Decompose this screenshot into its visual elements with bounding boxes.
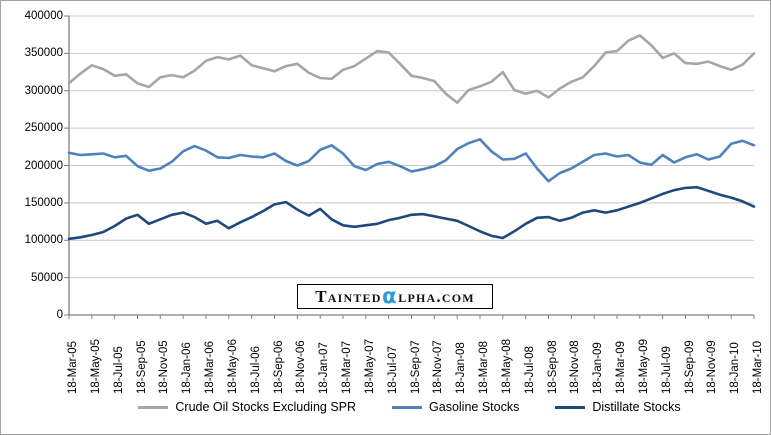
x-axis-tick-label: 18-Mar-06 <box>204 340 216 394</box>
x-axis-tick-label: 18-May-08 <box>500 339 513 394</box>
x-axis-tick-label: 18-Jan-09 <box>592 342 605 394</box>
x-axis-tick-label: 18-Mar-07 <box>341 340 353 394</box>
watermark-text-right: lpha.com <box>398 286 475 306</box>
legend-item-distillate: Distillate Stocks <box>555 400 681 414</box>
x-axis-tick-label: 18-Nov-06 <box>295 340 308 394</box>
y-axis-tick-label: 200000 <box>24 159 63 172</box>
legend-item-crude: Crude Oil Stocks Excluding SPR <box>138 400 356 414</box>
y-axis-tick-label: 150000 <box>24 196 63 209</box>
y-axis-tick-label: 350000 <box>24 47 63 60</box>
x-axis-tick-label: 18-Jan-07 <box>318 342 331 394</box>
legend-swatch-gasoline <box>392 405 423 409</box>
alpha-glyph: α <box>382 283 398 308</box>
x-axis-tick-label: 18-Sep-09 <box>683 340 696 394</box>
legend-item-gasoline: Gasoline Stocks <box>392 400 519 414</box>
x-axis-tick-label: 18-Jul-06 <box>249 346 262 394</box>
y-axis-tick-label: 0 <box>56 309 63 321</box>
x-axis-tick-label: 18-Nov-07 <box>432 340 445 394</box>
series-line-distillate <box>67 185 756 241</box>
x-axis-tick-label: 18-Mar-08 <box>478 340 490 394</box>
legend-swatch-distillate <box>555 405 586 409</box>
x-axis-tick-label: 18-May-09 <box>637 339 650 394</box>
x-axis-tick-label: 18-Mar-05 <box>67 340 79 394</box>
x-axis-tick-label: 18-Sep-08 <box>546 340 559 394</box>
x-axis-tick-label: 18-Jul-09 <box>660 346 673 394</box>
y-axis-tick-label: 400000 <box>24 10 63 22</box>
watermark-text-left: Tainted <box>315 286 382 306</box>
legend: Crude Oil Stocks Excluding SPR Gasoline … <box>1 400 770 414</box>
x-axis-tick-label: 18-Sep-05 <box>135 340 148 394</box>
x-axis-tick-label: 18-May-05 <box>89 339 102 394</box>
x-axis-tick-label: 18-Jul-08 <box>523 346 536 394</box>
x-axis-tick-label: 18-May-06 <box>226 339 239 394</box>
x-axis-tick-label: 18-Jan-08 <box>455 342 468 394</box>
y-axis-tick-label: 300000 <box>24 84 63 97</box>
x-axis-tick-label: 18-May-07 <box>363 339 376 394</box>
x-axis-tick-label: 18-Jan-10 <box>729 342 742 394</box>
x-axis-tick-label: 18-Nov-05 <box>158 340 171 394</box>
x-axis-tick-label: 18-Jan-06 <box>181 342 194 394</box>
watermark: Tainted α lpha.com <box>297 284 493 309</box>
legend-label-crude: Crude Oil Stocks Excluding SPR <box>175 400 357 414</box>
x-axis-tick-label: 18-Sep-06 <box>272 340 285 394</box>
legend-swatch-crude <box>138 405 169 409</box>
x-axis-tick-label: 18-Mar-09 <box>615 340 627 394</box>
series-line-gasoline <box>67 138 756 183</box>
series-line-crude <box>67 34 756 104</box>
y-axis-tick-label: 100000 <box>24 234 63 247</box>
x-axis-tick-label: 18-Sep-07 <box>409 340 422 394</box>
y-axis-tick-label: 50000 <box>31 271 63 284</box>
y-axis-tick-label: 250000 <box>24 122 63 135</box>
x-axis-tick-label: 18-Mar-10 <box>752 340 764 394</box>
legend-label-gasoline: Gasoline Stocks <box>429 400 520 414</box>
x-axis-tick-label: 18-Jul-05 <box>112 346 125 394</box>
x-axis-tick-label: 18-Nov-08 <box>569 340 582 394</box>
x-axis-tick-label: 18-Jul-07 <box>386 346 399 394</box>
x-axis-tick-label: 18-Nov-09 <box>706 340 719 394</box>
legend-label-distillate: Distillate Stocks <box>592 400 681 414</box>
